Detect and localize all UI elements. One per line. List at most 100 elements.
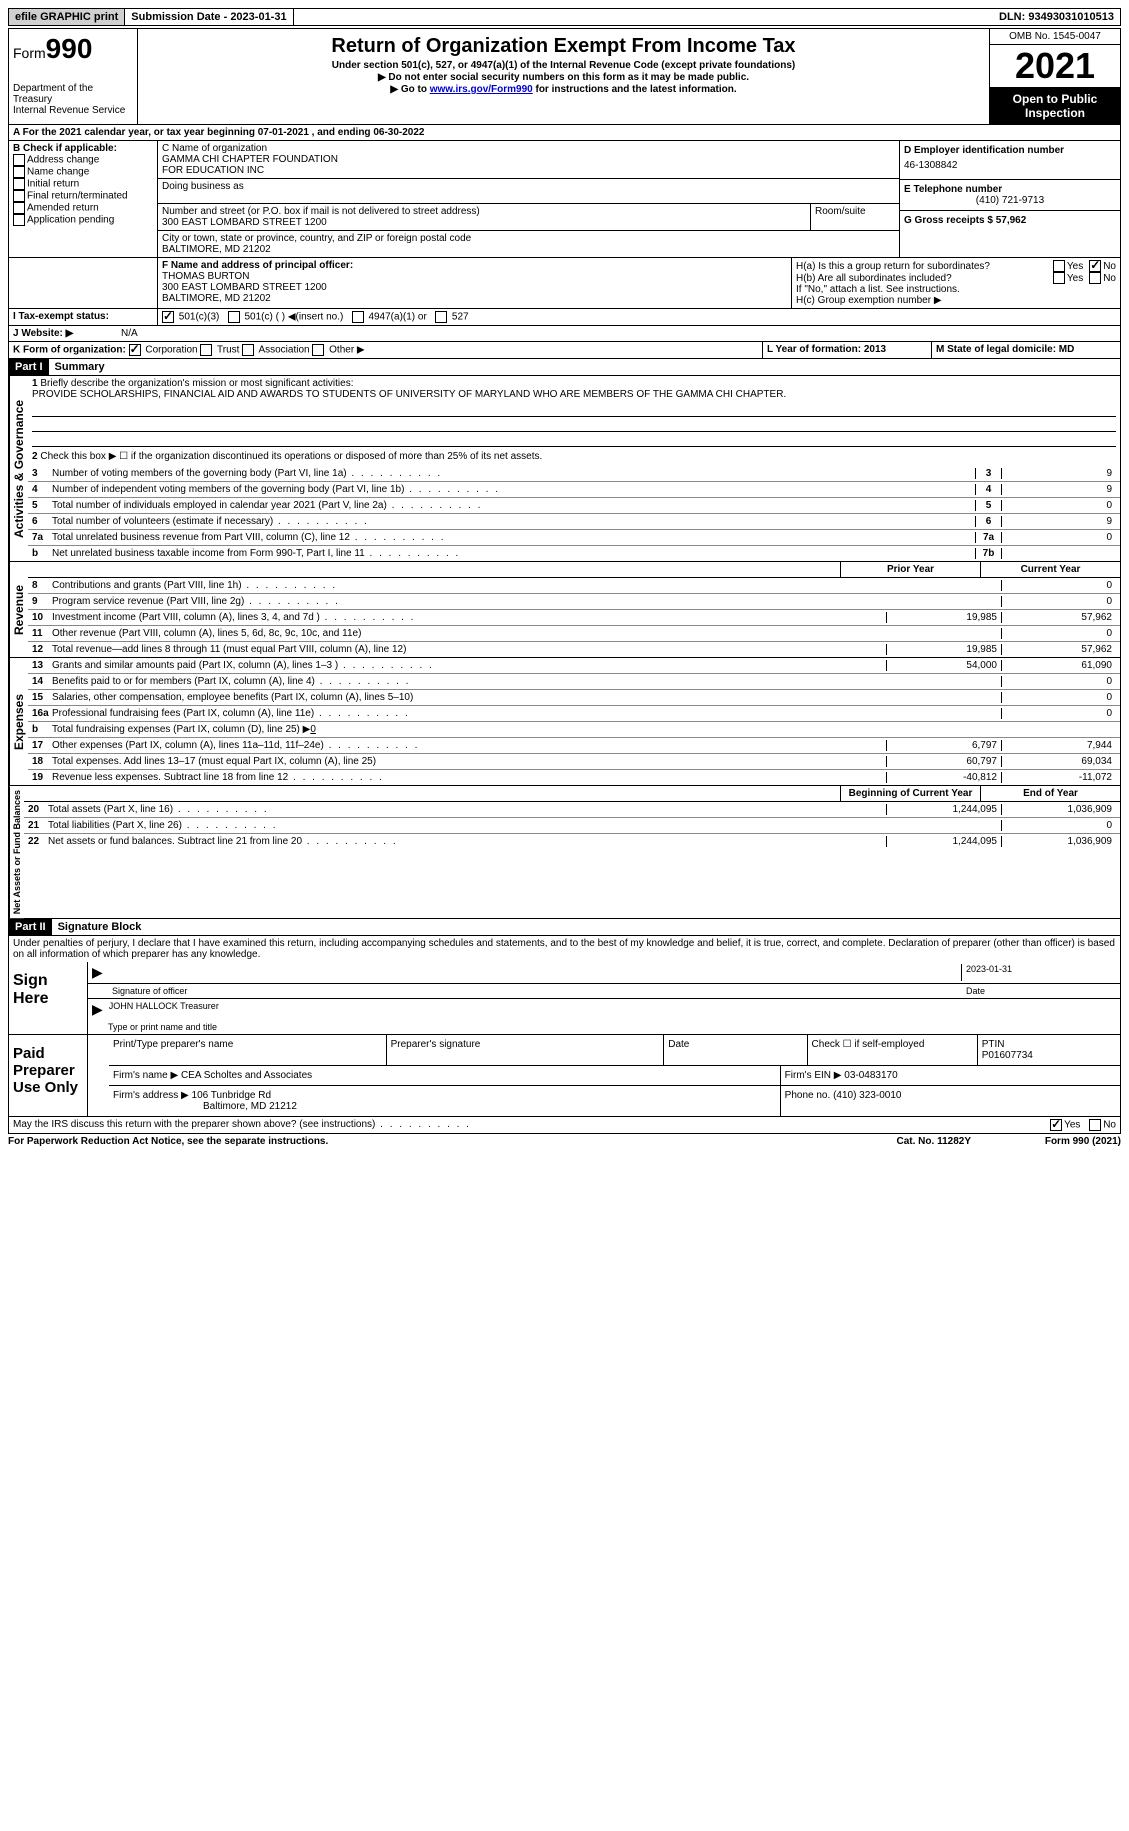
discuss-no-checkbox[interactable]: [1089, 1119, 1101, 1131]
form-header: Form990 Department of the Treasury Inter…: [8, 28, 1121, 125]
hb-yes-checkbox[interactable]: [1053, 272, 1065, 284]
trust-checkbox[interactable]: [200, 344, 212, 356]
ein-value: 46-1308842: [904, 156, 1116, 175]
discuss-yes-checkbox[interactable]: [1050, 1119, 1062, 1131]
officer-city: BALTIMORE, MD 21202: [162, 293, 787, 304]
4947-label: 4947(a)(1) or: [368, 312, 426, 323]
name-change-checkbox[interactable]: [13, 166, 25, 178]
addr-label: Number and street (or P.O. box if mail i…: [162, 206, 806, 217]
line-22-cy: 1,036,909: [1001, 836, 1116, 847]
city-value: BALTIMORE, MD 21202: [162, 244, 895, 255]
state-domicile: M State of legal domicile: MD: [932, 342, 1120, 358]
part-1-title: Summary: [49, 359, 111, 375]
501c3-label: 501(c)(3): [179, 312, 220, 323]
line-12-cy: 57,962: [1001, 644, 1116, 655]
part-2-badge: Part II: [9, 919, 52, 935]
assoc-label: Association: [258, 345, 309, 356]
line-5-val: 0: [1002, 500, 1116, 511]
501c-checkbox[interactable]: [228, 311, 240, 323]
amended-label: Amended return: [27, 203, 99, 214]
blocks-klm: K Form of organization: Corporation Trus…: [8, 342, 1121, 359]
gross-receipts: G Gross receipts $ 57,962: [904, 215, 1026, 226]
officer-name: THOMAS BURTON: [162, 271, 787, 282]
line-21-cy: 0: [1001, 820, 1116, 831]
line-19-py: -40,812: [886, 772, 1001, 783]
org-name-1: GAMMA CHI CHAPTER FOUNDATION: [162, 154, 895, 165]
block-f-label: F Name and address of principal officer:: [162, 260, 787, 271]
line-11: Other revenue (Part VIII, column (A), li…: [52, 628, 886, 639]
submission-date: Submission Date - 2023-01-31: [125, 9, 293, 25]
perjury-declaration: Under penalties of perjury, I declare th…: [9, 936, 1120, 962]
corp-checkbox[interactable]: [129, 344, 141, 356]
expenses-label: Expenses: [9, 658, 28, 785]
omb-number: OMB No. 1545-0047: [990, 29, 1120, 45]
form-org-label: K Form of organization:: [13, 345, 126, 356]
assoc-checkbox[interactable]: [242, 344, 254, 356]
irs-label: Internal Revenue Service: [13, 105, 133, 116]
form-number: Form990: [13, 33, 133, 65]
line-21: Total liabilities (Part X, line 26): [48, 820, 886, 831]
part-2-title: Signature Block: [52, 919, 148, 935]
line-11-cy: 0: [1001, 628, 1116, 639]
org-name-2: FOR EDUCATION INC: [162, 165, 895, 176]
block-i: I Tax-exempt status: 501(c)(3) 501(c) ( …: [8, 309, 1121, 326]
line-13-cy: 61,090: [1001, 660, 1116, 671]
cat-no: Cat. No. 11282Y: [897, 1136, 971, 1147]
ha-no-checkbox[interactable]: [1089, 260, 1101, 272]
line-19: Revenue less expenses. Subtract line 18 …: [52, 772, 886, 783]
other-label: Other ▶: [329, 345, 364, 356]
line-22-py: 1,244,095: [886, 836, 1001, 847]
tax-exempt-label: I Tax-exempt status:: [9, 309, 158, 325]
initial-return-checkbox[interactable]: [13, 178, 25, 190]
firm-city: Baltimore, MD 21212: [113, 1101, 297, 1112]
tax-year: 2021: [990, 45, 1120, 88]
other-checkbox[interactable]: [312, 344, 324, 356]
revenue-label: Revenue: [9, 562, 28, 657]
officer-addr: 300 EAST LOMBARD STREET 1200: [162, 282, 787, 293]
line-6-desc: Total number of volunteers (estimate if …: [52, 516, 975, 527]
501c3-checkbox[interactable]: [162, 311, 174, 323]
discuss-question: May the IRS discuss this return with the…: [9, 1117, 1046, 1133]
efile-print-button[interactable]: efile GRAPHIC print: [9, 9, 125, 25]
line-7a-val: 0: [1002, 532, 1116, 543]
line-8-cy: 0: [1001, 580, 1116, 591]
final-return-checkbox[interactable]: [13, 190, 25, 202]
line-17: Other expenses (Part IX, column (A), lin…: [52, 740, 886, 751]
block-a: A For the 2021 calendar year, or tax yea…: [8, 125, 1121, 141]
addr-change-checkbox[interactable]: [13, 154, 25, 166]
line-10-py: 19,985: [886, 612, 1001, 623]
4947-checkbox[interactable]: [352, 311, 364, 323]
ha-yes-checkbox[interactable]: [1053, 260, 1065, 272]
irs-link[interactable]: www.irs.gov/Form990: [430, 84, 533, 95]
tax-year-range: A For the 2021 calendar year, or tax yea…: [9, 125, 428, 140]
app-pending-checkbox[interactable]: [13, 214, 25, 226]
discuss-yes: Yes: [1064, 1120, 1080, 1131]
line-13: Grants and similar amounts paid (Part IX…: [52, 660, 886, 671]
line-16a: Professional fundraising fees (Part IX, …: [52, 708, 886, 719]
footer: For Paperwork Reduction Act Notice, see …: [8, 1134, 1121, 1147]
addr-change-label: Address change: [27, 155, 99, 166]
paperwork-notice: For Paperwork Reduction Act Notice, see …: [8, 1136, 897, 1147]
final-return-label: Final return/terminated: [27, 191, 128, 202]
block-c-label: C Name of organization: [162, 143, 895, 154]
line-6-val: 9: [1002, 516, 1116, 527]
prep-name-label: Print/Type preparer's name: [109, 1035, 387, 1065]
corp-label: Corporation: [145, 345, 197, 356]
line-20-py: 1,244,095: [886, 804, 1001, 815]
dln: DLN: 93493031010513: [993, 9, 1120, 25]
line-3-desc: Number of voting members of the governin…: [52, 468, 975, 479]
amended-checkbox[interactable]: [13, 202, 25, 214]
ssn-note: ▶ Do not enter social security numbers o…: [142, 72, 985, 83]
line-19-cy: -11,072: [1001, 772, 1116, 783]
type-name-label: Type or print name and title: [88, 1020, 1120, 1034]
line-16a-cy: 0: [1001, 708, 1116, 719]
mission-label: Briefly describe the organization's miss…: [40, 378, 353, 389]
firm-phone-label: Phone no.: [785, 1090, 831, 1101]
line-16b-val: 0: [310, 724, 316, 735]
527-checkbox[interactable]: [435, 311, 447, 323]
no-label: No: [1103, 261, 1116, 272]
end-year-header: End of Year: [980, 786, 1120, 801]
line-16b: Total fundraising expenses (Part IX, col…: [52, 724, 310, 735]
dept-treasury: Department of the Treasury: [13, 83, 133, 105]
hb-no-checkbox[interactable]: [1089, 272, 1101, 284]
